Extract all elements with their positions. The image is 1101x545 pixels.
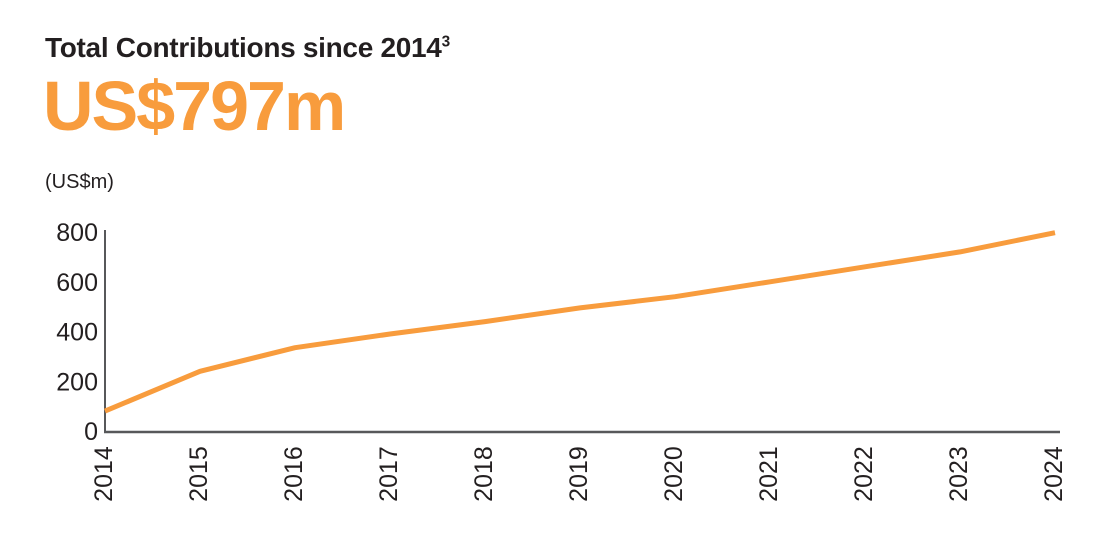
chart-title: Total Contributions since 20143 <box>45 32 450 64</box>
x-tick-label: 2016 <box>280 446 308 502</box>
y-axis-unit-label: (US$m) <box>45 171 114 193</box>
x-tick-label: 2017 <box>375 446 403 502</box>
y-tick-label: 0 <box>84 418 98 446</box>
contributions-line <box>104 230 1056 414</box>
x-tick-label: 2021 <box>755 446 783 502</box>
x-tick-label: 2022 <box>850 446 878 502</box>
chart-title-text: Total Contributions since 2014 <box>45 32 442 63</box>
x-tick-label: 2015 <box>185 446 213 502</box>
x-tick-label: 2020 <box>660 446 688 502</box>
x-tick-label: 2019 <box>565 446 593 502</box>
y-tick-label: 600 <box>56 269 98 297</box>
x-tick-label: 2023 <box>945 446 973 502</box>
y-tick-label: 200 <box>56 368 98 396</box>
x-tick-label: 2014 <box>90 446 118 502</box>
total-amount-value: US$797m <box>43 67 346 145</box>
y-tick-label: 800 <box>56 219 98 247</box>
x-tick-label: 2018 <box>470 446 498 502</box>
x-tick-label: 2024 <box>1040 446 1068 502</box>
y-tick-label: 400 <box>56 319 98 347</box>
footnote-marker: 3 <box>441 33 451 51</box>
